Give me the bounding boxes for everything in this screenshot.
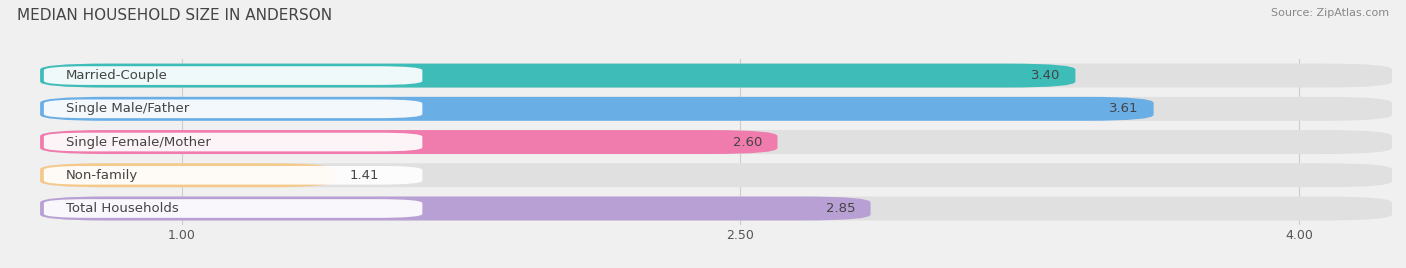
FancyBboxPatch shape [41,64,1076,88]
Text: 1.41: 1.41 [349,169,378,182]
FancyBboxPatch shape [41,130,1392,154]
FancyBboxPatch shape [41,97,1392,121]
FancyBboxPatch shape [44,99,422,118]
Text: Non-family: Non-family [66,169,138,182]
FancyBboxPatch shape [41,163,1392,187]
FancyBboxPatch shape [41,163,335,187]
FancyBboxPatch shape [41,97,1153,121]
Text: MEDIAN HOUSEHOLD SIZE IN ANDERSON: MEDIAN HOUSEHOLD SIZE IN ANDERSON [17,8,332,23]
Text: Source: ZipAtlas.com: Source: ZipAtlas.com [1271,8,1389,18]
FancyBboxPatch shape [41,130,778,154]
FancyBboxPatch shape [44,133,422,151]
FancyBboxPatch shape [44,66,422,85]
FancyBboxPatch shape [44,166,422,185]
FancyBboxPatch shape [41,64,1392,88]
FancyBboxPatch shape [44,199,422,218]
Text: 2.85: 2.85 [827,202,856,215]
Text: Single Female/Mother: Single Female/Mother [66,136,211,148]
FancyBboxPatch shape [41,196,1392,221]
FancyBboxPatch shape [41,196,870,221]
Text: Total Households: Total Households [66,202,179,215]
Text: 3.40: 3.40 [1031,69,1060,82]
Text: Married-Couple: Married-Couple [66,69,169,82]
Text: 3.61: 3.61 [1109,102,1139,115]
Text: Single Male/Father: Single Male/Father [66,102,190,115]
Text: 2.60: 2.60 [733,136,762,148]
